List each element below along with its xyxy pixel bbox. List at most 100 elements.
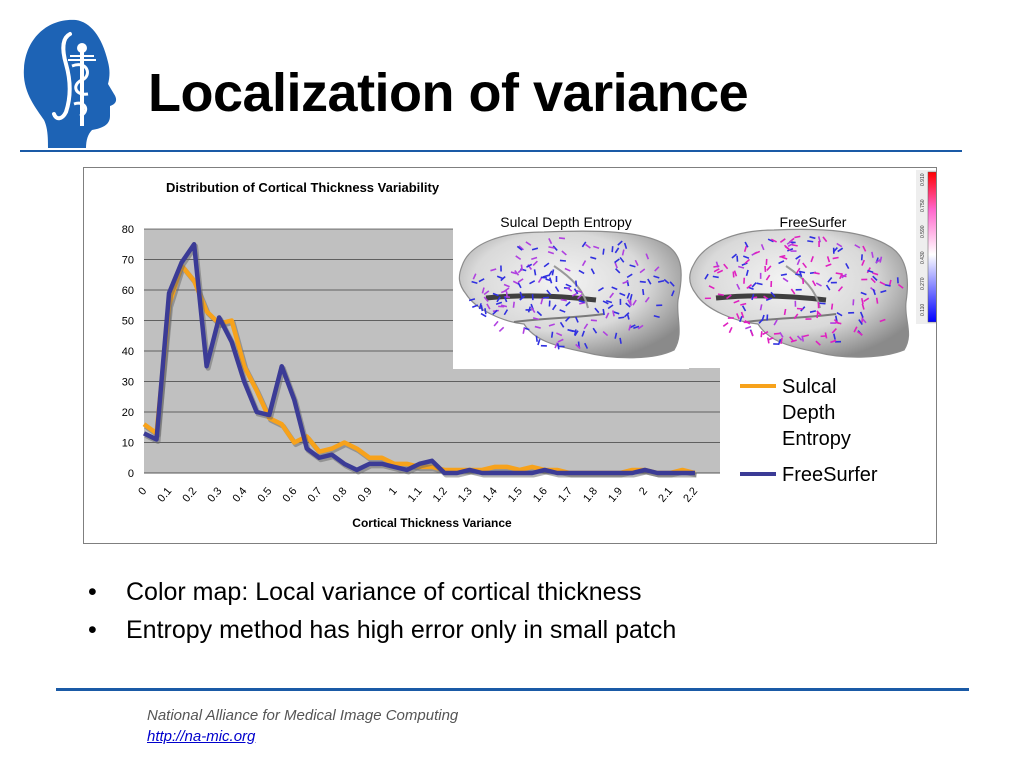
vector-mark bbox=[607, 304, 614, 310]
vector-mark bbox=[802, 262, 808, 269]
vector-mark bbox=[612, 310, 615, 317]
vector-mark bbox=[632, 299, 637, 306]
vector-mark bbox=[704, 273, 709, 280]
vector-mark bbox=[537, 277, 543, 283]
vector-mark bbox=[496, 296, 501, 303]
vector-mark bbox=[810, 256, 814, 263]
vector-mark bbox=[770, 238, 777, 243]
vector-mark bbox=[532, 317, 540, 321]
line-chart: Distribution of Cortical Thickness Varia… bbox=[122, 170, 936, 530]
vector-mark bbox=[790, 339, 797, 343]
vector-mark bbox=[837, 247, 844, 253]
x-tick-label: 1.1 bbox=[406, 485, 425, 504]
colorbar-tick-label: 0.910 bbox=[920, 173, 926, 186]
vector-mark bbox=[780, 337, 783, 345]
footer-link[interactable]: http://na-mic.org bbox=[147, 728, 256, 745]
legend-label-sulcal: Sulcal Depth Entropy bbox=[782, 376, 851, 450]
vector-mark bbox=[863, 297, 870, 303]
vector-mark bbox=[751, 293, 755, 301]
vector-mark bbox=[566, 286, 573, 292]
vector-mark bbox=[778, 260, 785, 265]
vector-mark bbox=[793, 313, 799, 320]
vector-mark bbox=[531, 247, 539, 251]
vector-mark bbox=[708, 285, 715, 290]
x-tick-label: 0.9 bbox=[356, 485, 375, 504]
vector-mark bbox=[478, 278, 485, 283]
vector-mark bbox=[845, 262, 850, 270]
vector-mark bbox=[888, 279, 892, 286]
x-axis-label: Cortical Thickness Variance bbox=[352, 516, 512, 530]
vector-mark bbox=[594, 307, 600, 314]
y-tick-label: 60 bbox=[122, 285, 134, 297]
vector-mark bbox=[554, 342, 559, 349]
vector-mark bbox=[807, 240, 814, 243]
vector-mark bbox=[832, 256, 839, 260]
vector-mark bbox=[743, 255, 750, 259]
vector-mark bbox=[825, 284, 831, 291]
na-mic-logo bbox=[18, 16, 124, 152]
vector-mark bbox=[879, 318, 886, 323]
x-tick-label: 1.7 bbox=[556, 485, 575, 504]
vector-mark bbox=[625, 302, 631, 308]
legend-label-freesurfer: FreeSurfer bbox=[782, 464, 878, 486]
vector-mark bbox=[517, 278, 524, 283]
colorbar: 0.110 0.270 0.430 0.590 0.750 0.910 bbox=[916, 170, 936, 324]
vector-mark bbox=[529, 280, 536, 285]
vector-mark bbox=[871, 251, 874, 258]
vector-mark bbox=[618, 316, 625, 319]
vector-mark bbox=[717, 293, 724, 296]
vector-mark bbox=[760, 243, 765, 251]
vector-mark bbox=[830, 339, 837, 344]
vector-mark bbox=[574, 316, 579, 323]
vector-mark bbox=[548, 238, 553, 245]
vector-mark bbox=[723, 263, 729, 270]
vector-mark bbox=[548, 323, 555, 327]
vector-mark bbox=[500, 275, 506, 282]
vector-mark bbox=[483, 290, 490, 296]
x-tick-label: 2.1 bbox=[656, 485, 675, 504]
vector-mark bbox=[564, 316, 571, 322]
vector-mark bbox=[834, 315, 838, 322]
vector-mark bbox=[796, 335, 803, 341]
vector-mark bbox=[733, 299, 740, 304]
colorbar-tick-label: 0.270 bbox=[920, 277, 926, 290]
y-tick-label: 10 bbox=[122, 438, 134, 450]
vector-mark bbox=[759, 304, 763, 311]
vector-mark bbox=[602, 308, 605, 316]
vector-mark bbox=[551, 304, 557, 311]
y-tick-label: 40 bbox=[122, 346, 134, 358]
vector-mark bbox=[623, 242, 628, 249]
vector-mark bbox=[644, 296, 650, 303]
y-tick-label: 70 bbox=[122, 255, 134, 267]
vector-mark bbox=[765, 297, 773, 302]
vector-mark bbox=[753, 250, 761, 255]
vector-mark bbox=[836, 311, 843, 317]
vector-mark bbox=[783, 244, 790, 250]
vector-mark bbox=[639, 268, 646, 274]
vector-mark bbox=[605, 300, 613, 304]
vector-mark bbox=[619, 292, 626, 297]
vector-mark bbox=[726, 294, 732, 300]
vector-mark bbox=[581, 241, 587, 248]
vector-mark bbox=[736, 283, 741, 290]
vector-mark bbox=[597, 286, 604, 292]
vector-mark bbox=[746, 284, 753, 289]
vector-mark bbox=[583, 323, 589, 330]
vector-mark bbox=[561, 250, 567, 256]
vector-mark bbox=[498, 326, 505, 333]
vector-mark bbox=[548, 270, 553, 277]
vector-mark bbox=[471, 280, 478, 285]
vector-mark bbox=[837, 286, 844, 292]
vector-mark bbox=[614, 262, 618, 269]
vector-mark bbox=[556, 332, 563, 337]
vector-mark bbox=[550, 331, 554, 338]
vector-mark bbox=[590, 319, 597, 322]
vector-mark bbox=[540, 298, 544, 305]
vector-mark bbox=[577, 294, 583, 300]
vector-mark bbox=[715, 261, 719, 268]
vector-mark bbox=[525, 241, 532, 246]
vector-mark bbox=[712, 275, 719, 279]
vector-mark bbox=[629, 324, 636, 329]
vector-mark bbox=[543, 262, 550, 268]
vector-mark bbox=[581, 260, 587, 267]
